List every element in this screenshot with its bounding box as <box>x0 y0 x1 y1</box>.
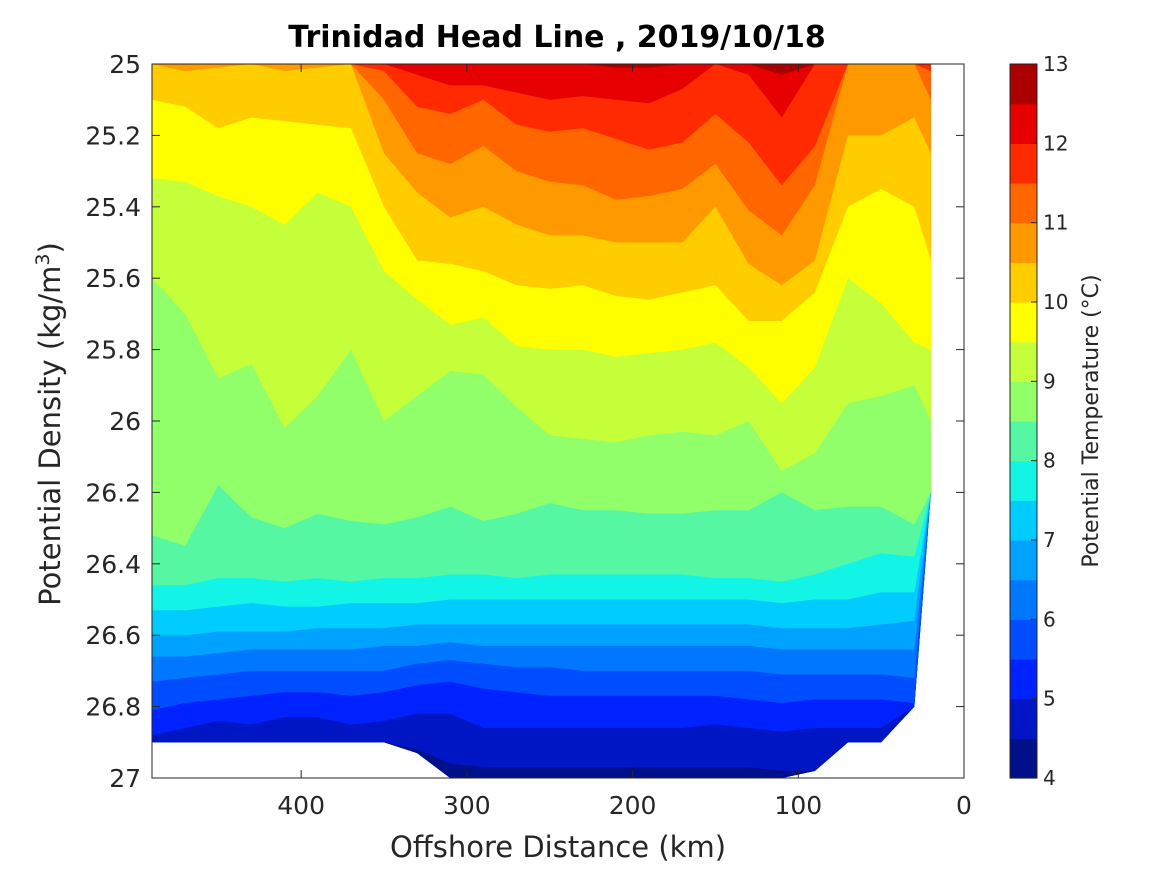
colorbar-swatch <box>1010 143 1037 184</box>
y-tick-label: 25.4 <box>85 193 141 222</box>
colorbar-swatch <box>1010 579 1037 620</box>
contour-layer <box>152 64 931 778</box>
colorbar-label: Potential Temperature (°C) <box>1079 274 1104 567</box>
x-tick-label: 400 <box>277 791 325 820</box>
colorbar-swatch <box>1010 64 1037 105</box>
colorbar-tick-label: 10 <box>1043 290 1068 314</box>
x-tick-label: 0 <box>956 791 972 820</box>
y-tick-label: 26.2 <box>85 478 141 507</box>
y-tick-label: 25 <box>109 50 141 79</box>
colorbar-tick-label: 6 <box>1043 607 1056 631</box>
colorbar-tick-label: 11 <box>1043 211 1068 235</box>
y-axis-label: Potential Density (kg/m3) <box>32 242 67 606</box>
colorbar-swatch <box>1010 183 1037 224</box>
colorbar-tick-label: 13 <box>1043 52 1068 76</box>
colorbar-swatch <box>1010 500 1037 541</box>
x-tick-label: 100 <box>774 791 822 820</box>
colorbar-swatch <box>1010 460 1037 501</box>
chart-title: Trinidad Head Line , 2019/10/18 <box>288 20 825 55</box>
y-axis-label-superscript: 3 <box>32 253 54 265</box>
x-tick-label: 300 <box>443 791 491 820</box>
colorbar-swatch <box>1010 698 1037 739</box>
colorbar-tick-label: 7 <box>1043 528 1056 552</box>
x-tick-label: 200 <box>609 791 657 820</box>
colorbar-swatch <box>1010 222 1037 263</box>
colorbar-swatch <box>1010 619 1037 660</box>
colorbar-swatch <box>1010 302 1037 343</box>
y-tick-label: 26.4 <box>85 550 141 579</box>
y-tick-label: 25.8 <box>85 336 141 365</box>
colorbar-swatch <box>1010 341 1037 382</box>
y-axis-label-main: Potential Density (kg/m <box>33 266 67 606</box>
colorbar-swatch <box>1010 381 1037 422</box>
colorbar-tick-label: 8 <box>1043 449 1056 473</box>
x-axis-label: Offshore Distance (km) <box>390 830 726 864</box>
colorbar-swatch <box>1010 421 1037 462</box>
colorbar-tick-label: 4 <box>1043 766 1056 790</box>
y-tick-label: 26.6 <box>85 621 141 650</box>
y-tick-label: 25.6 <box>85 264 141 293</box>
x-axis: 400 300 200 100 0 <box>277 64 972 820</box>
temperature-band-5-5 <box>152 492 931 778</box>
y-tick-label: 26 <box>109 407 141 436</box>
y-tick-label: 27 <box>109 764 141 793</box>
colorbar-tick-label: 12 <box>1043 131 1068 155</box>
colorbar-swatch <box>1010 659 1037 700</box>
colorbar <box>1010 64 1037 779</box>
y-tick-label: 26.8 <box>85 693 141 722</box>
colorbar-frame <box>1009 63 1038 779</box>
y-axis-label-tail: ) <box>33 242 67 253</box>
y-tick-label: 25.2 <box>85 121 141 150</box>
colorbar-swatch <box>1010 738 1037 779</box>
y-axis: 25 25.2 25.4 25.6 25.8 26 26.2 26.4 26.6 26.8 27 <box>85 50 964 793</box>
colorbar-tick-label: 5 <box>1043 687 1056 711</box>
colorbar-tick-label: 9 <box>1043 369 1056 393</box>
colorbar-swatch <box>1010 103 1037 144</box>
colorbar-swatch <box>1010 262 1037 303</box>
colorbar-swatch <box>1010 540 1037 581</box>
colorbar-ticks: 4 5 6 7 8 9 10 11 12 13 <box>1031 52 1068 790</box>
